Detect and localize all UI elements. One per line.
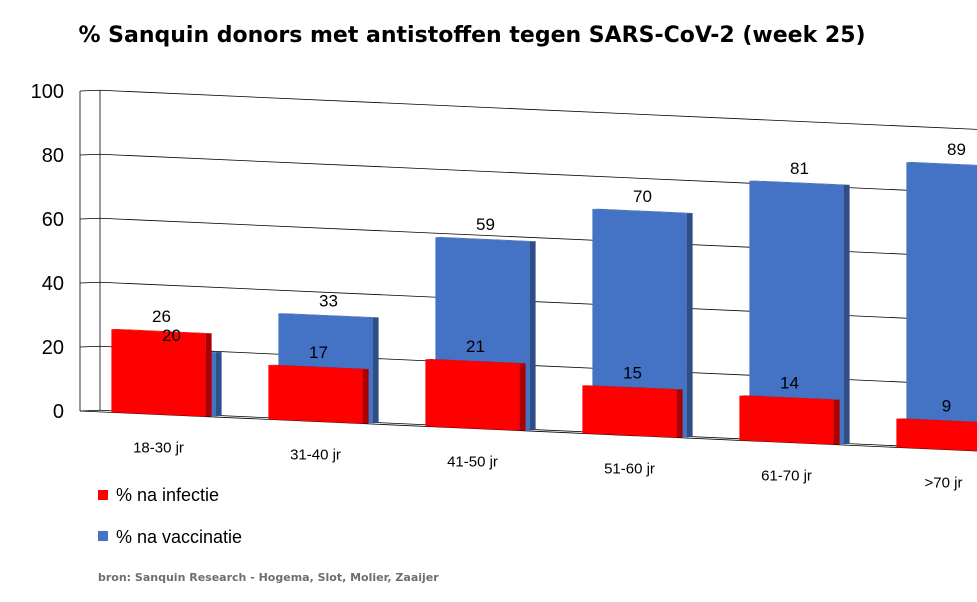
bar-front [582,385,677,438]
data-label-infectie-4: 14 [780,374,799,393]
bar-front [739,395,834,445]
bar-front [749,180,844,445]
y-tick-label-60: 60 [42,209,64,231]
data-label-infectie-1: 17 [309,343,328,362]
x-tick-label-1: 31-40 jr [290,447,341,464]
bar-infectie-4 [739,395,840,445]
bar-top [278,313,379,318]
bar-infectie-2 [425,359,526,431]
gridlines [79,89,977,450]
data-labels: 20 33 59 70 81 89 26 17 21 15 14 9 [152,140,966,415]
floor-front-edge [79,410,977,452]
x-tick-label-3: 51-60 jr [604,461,655,478]
bar-side [529,241,536,431]
bar-top [425,359,526,364]
gridline-back-60 [99,217,977,258]
bar-top [111,329,212,334]
bar-top [906,162,977,166]
bar-side [205,333,212,417]
gridline-side-100 [79,89,101,92]
bar-side [372,317,379,424]
bar-vaccinatie-3 [592,208,693,438]
bar-front [906,162,977,451]
legend-label-infectie: % na infectie [116,485,219,505]
bar-side [362,369,369,424]
data-label-infectie-2: 21 [466,337,485,356]
bar-top [435,237,536,242]
bar-top [739,395,840,400]
bar-infectie-3 [582,385,683,438]
bar-front [268,365,363,424]
y-tick-label-20: 20 [42,337,64,359]
bar-front [425,359,520,431]
data-label-vaccinatie-3: 70 [633,187,652,206]
y-tick-label-40: 40 [42,273,64,295]
y-tick-label-100: 100 [31,81,64,103]
bar-top [749,180,850,185]
bar-top [268,364,369,370]
gridline-back-100 [99,89,977,130]
source-note: bron: Sanquin Research - Hogema, Slot, M… [98,571,439,584]
bar-side [519,363,526,431]
gridline-back-80 [99,153,977,194]
bar-front [111,329,206,417]
data-label-vaccinatie-1: 33 [319,291,338,310]
data-label-infectie-5: 9 [942,397,951,416]
gridline-back-40 [99,281,977,322]
bar-vaccinatie-4 [749,180,850,445]
x-tick-label-2: 41-50 jr [447,454,498,471]
bar-infectie-1 [268,364,369,424]
gridline-back-0 [99,409,977,450]
gridline-back-20 [99,345,977,386]
gridline-side-60 [79,217,101,220]
legend: % na infectie % na vaccinatie [98,485,242,547]
gridline-side-80 [79,153,101,156]
chart-title: % Sanquin donors met antistoffen tegen S… [78,23,865,48]
legend-swatch-vaccinatie [98,531,108,541]
bar-side [676,389,683,438]
bar-top [582,385,683,390]
x-tick-label-4: 61-70 jr [761,468,812,485]
bar-infectie-0 [111,329,212,417]
y-tick-label-80: 80 [42,145,64,167]
bar-front [896,418,977,451]
x-tick-label-5: >70 jr [925,475,963,492]
legend-label-vaccinatie: % na vaccinatie [116,527,242,547]
bar-infectie-5 [896,418,977,451]
bar-side [843,184,850,445]
legend-swatch-infectie [98,490,108,500]
bar-side [833,399,840,445]
bar-side [686,213,693,438]
bar-front [592,209,687,438]
gridline-side-40 [79,281,101,284]
bar-top [592,208,693,214]
data-label-infectie-3: 15 [623,363,642,382]
data-label-vaccinatie-5: 89 [947,140,966,159]
axes: 0 20 40 60 80 100 18-30 jr 31-40 jr 41-50 jr 51-6… [31,81,977,492]
bar-top [896,418,977,423]
data-label-vaccinatie-0: 20 [162,326,181,345]
data-label-vaccinatie-4: 81 [790,159,809,178]
x-tick-label-0: 18-30 jr [133,440,184,457]
bars [111,162,977,451]
data-label-infectie-0: 26 [152,307,171,326]
y-tick-label-0: 0 [53,401,64,423]
data-label-vaccinatie-2: 59 [476,215,495,234]
bar-vaccinatie-5 [906,162,977,451]
bar-side [215,352,222,417]
gridline-side-20 [79,345,101,348]
